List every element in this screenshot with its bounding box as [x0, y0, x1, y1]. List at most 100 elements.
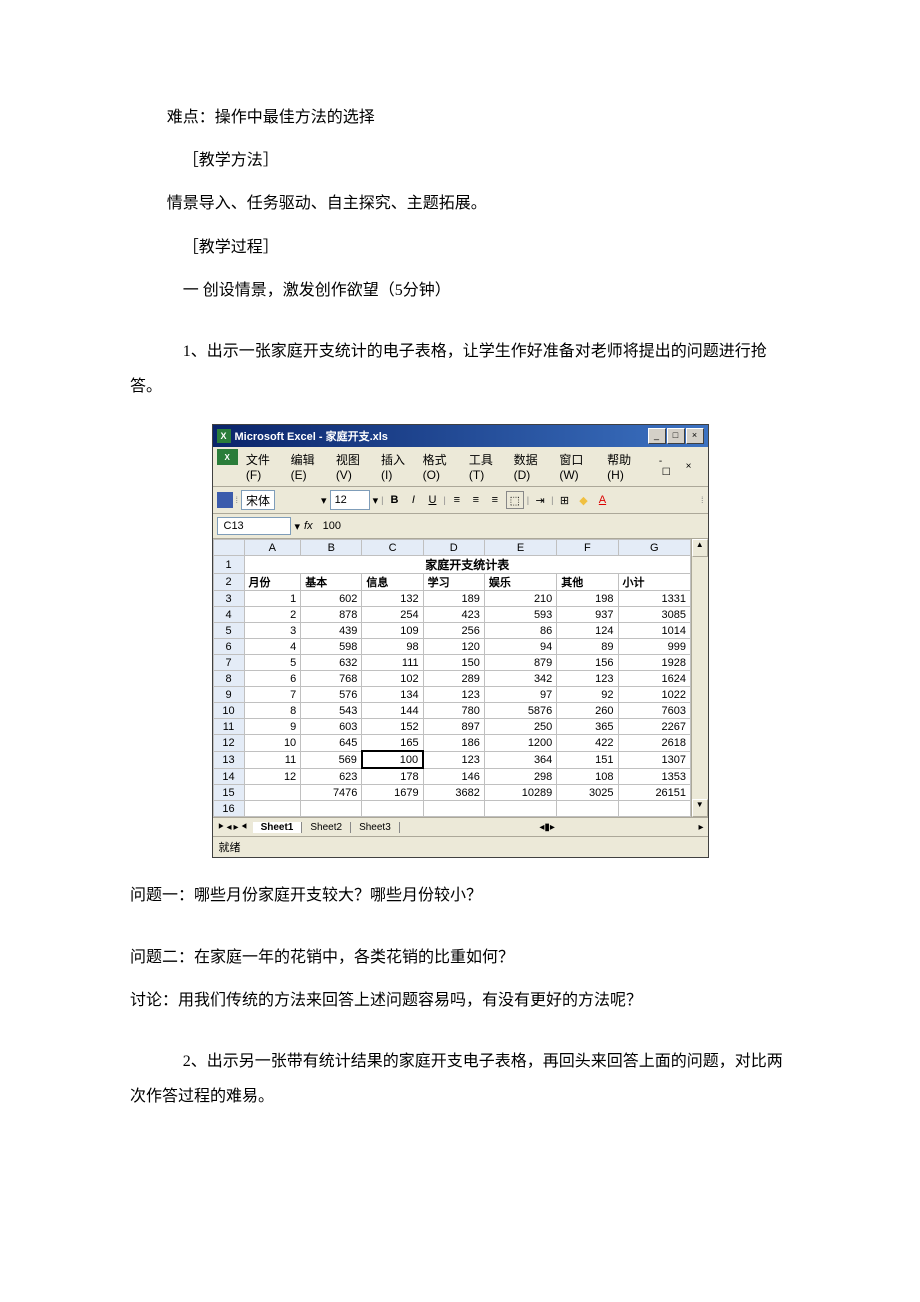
name-dropdown-icon[interactable]: ▾	[295, 520, 301, 533]
cell[interactable]: 7476	[301, 785, 362, 801]
cell[interactable]	[244, 785, 301, 801]
cell[interactable]: 999	[618, 639, 691, 655]
cell[interactable]: 7	[244, 687, 301, 703]
cell[interactable]: 1307	[618, 751, 691, 768]
row-header[interactable]: 9	[213, 687, 244, 703]
cell[interactable]: 645	[301, 735, 362, 752]
scroll-right-icon[interactable]: ▸	[694, 822, 707, 833]
cell[interactable]: 9	[244, 719, 301, 735]
cell[interactable]: 289	[423, 671, 484, 687]
font-name-select[interactable]: 宋体	[241, 490, 275, 510]
fill-color-icon[interactable]: ◆	[575, 492, 591, 508]
cell[interactable]: 26151	[618, 785, 691, 801]
spreadsheet-grid[interactable]: A B C D E F G 1 家庭开支统计表 2 月份 基本 信息	[213, 539, 692, 817]
tab-last-icon[interactable]: ⯇	[241, 822, 249, 833]
col-header-c[interactable]: C	[362, 540, 423, 556]
cell[interactable]: 342	[484, 671, 556, 687]
menu-file[interactable]: 文件(F)	[240, 449, 283, 484]
cell[interactable]	[362, 801, 423, 817]
cell[interactable]: 298	[484, 768, 556, 785]
cell[interactable]: 3682	[423, 785, 484, 801]
cell[interactable]: 256	[423, 623, 484, 639]
tab-first-icon[interactable]: ⯈	[217, 822, 225, 833]
align-right-icon[interactable]: ≡	[487, 492, 503, 508]
cell[interactable]: 3	[244, 623, 301, 639]
cell[interactable]: 132	[362, 591, 423, 607]
cell[interactable]: 165	[362, 735, 423, 752]
cell[interactable]: 10	[244, 735, 301, 752]
cell[interactable]: 156	[557, 655, 618, 671]
cell[interactable]: 198	[557, 591, 618, 607]
cell[interactable]	[484, 801, 556, 817]
cell[interactable]: 5	[244, 655, 301, 671]
italic-icon[interactable]: I	[405, 492, 421, 508]
select-all-cell[interactable]	[213, 540, 244, 556]
cell[interactable]: 254	[362, 607, 423, 623]
cell[interactable]: 152	[362, 719, 423, 735]
cell[interactable]: 623	[301, 768, 362, 785]
cell[interactable]: 其他	[557, 574, 618, 591]
cell[interactable]: 1624	[618, 671, 691, 687]
cell[interactable]: 89	[557, 639, 618, 655]
cell[interactable]: 937	[557, 607, 618, 623]
cell[interactable]: 3085	[618, 607, 691, 623]
cell[interactable]: 基本	[301, 574, 362, 591]
scroll-down-icon[interactable]: ▼	[692, 799, 707, 817]
row-header[interactable]: 7	[213, 655, 244, 671]
name-box[interactable]: C13	[217, 517, 291, 535]
menu-edit[interactable]: 编辑(E)	[285, 449, 328, 484]
row-header[interactable]: 11	[213, 719, 244, 735]
cell[interactable]: 1200	[484, 735, 556, 752]
cell[interactable]: 5876	[484, 703, 556, 719]
cell[interactable]: 543	[301, 703, 362, 719]
save-icon[interactable]	[217, 492, 233, 508]
cell[interactable]	[244, 801, 301, 817]
sheet-tab-1[interactable]: Sheet1	[253, 822, 303, 833]
cell[interactable]: 598	[301, 639, 362, 655]
cell[interactable]: 120	[423, 639, 484, 655]
cell[interactable]: 879	[484, 655, 556, 671]
size-dropdown-icon[interactable]: ▾	[321, 494, 327, 507]
row-header[interactable]: 16	[213, 801, 244, 817]
cell[interactable]: 12	[244, 768, 301, 785]
cell[interactable]: 102	[362, 671, 423, 687]
cell[interactable]: 98	[362, 639, 423, 655]
cell[interactable]: 92	[557, 687, 618, 703]
cell[interactable]: 878	[301, 607, 362, 623]
merge-icon[interactable]: ⬚	[506, 491, 524, 509]
cell[interactable]: 1014	[618, 623, 691, 639]
row-header[interactable]: 4	[213, 607, 244, 623]
cell[interactable]: 1679	[362, 785, 423, 801]
cell[interactable]	[423, 801, 484, 817]
menu-tools[interactable]: 工具(T)	[463, 449, 506, 484]
cell[interactable]: 8	[244, 703, 301, 719]
row-header[interactable]: 3	[213, 591, 244, 607]
cell[interactable]: 439	[301, 623, 362, 639]
cell[interactable]: 10289	[484, 785, 556, 801]
cell[interactable]: 6	[244, 671, 301, 687]
cell[interactable]: 108	[557, 768, 618, 785]
maximize-button[interactable]: □	[667, 428, 685, 444]
vertical-scrollbar[interactable]: ▲ ▼	[691, 539, 707, 817]
col-header-f[interactable]: F	[557, 540, 618, 556]
row-header[interactable]: 10	[213, 703, 244, 719]
sheet-tab-3[interactable]: Sheet3	[351, 822, 400, 833]
row-header[interactable]: 1	[213, 556, 244, 574]
fx-icon[interactable]: fx	[304, 520, 313, 532]
row-header[interactable]: 8	[213, 671, 244, 687]
cell[interactable]: 123	[557, 671, 618, 687]
align-left-icon[interactable]: ≡	[449, 492, 465, 508]
cell[interactable]: 260	[557, 703, 618, 719]
cell[interactable]: 123	[423, 751, 484, 768]
cell[interactable]: 2	[244, 607, 301, 623]
underline-icon[interactable]: U	[424, 492, 440, 508]
cell[interactable]: 768	[301, 671, 362, 687]
menu-view[interactable]: 视图(V)	[330, 449, 373, 484]
cell[interactable]: 123	[423, 687, 484, 703]
cell[interactable]: 210	[484, 591, 556, 607]
cell[interactable]: 178	[362, 768, 423, 785]
font-color-icon[interactable]: A	[594, 492, 610, 508]
col-header-g[interactable]: G	[618, 540, 691, 556]
sheet-tab-2[interactable]: Sheet2	[302, 822, 351, 833]
cell[interactable]: 603	[301, 719, 362, 735]
